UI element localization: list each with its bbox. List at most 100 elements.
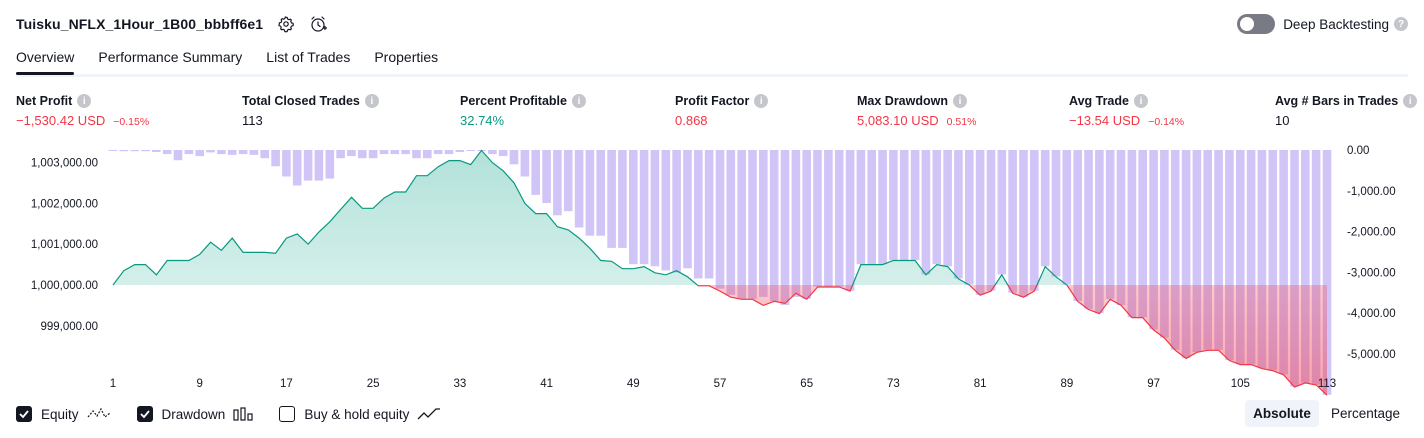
drawdown-bar <box>1030 150 1039 291</box>
metric-label: Net Profit <box>16 94 73 108</box>
x-axis-label: 97 <box>1147 378 1160 390</box>
metric-profit-factor: Profit Factor i 0.868 <box>675 92 769 128</box>
metric-label: Avg # Bars in Trades <box>1275 94 1399 108</box>
drawdown-bar <box>943 150 952 267</box>
drawdown-bar <box>162 150 172 155</box>
buy-hold-line-icon <box>417 407 441 421</box>
absolute-button[interactable]: Absolute <box>1245 400 1319 427</box>
metric-label: Avg Trade <box>1069 94 1129 108</box>
metric-label: Max Drawdown <box>857 94 948 108</box>
strategy-header: Tuisku_NFLX_1Hour_1B00_bbbff6e1 <box>16 12 328 36</box>
x-axis-label: 113 <box>1318 378 1336 390</box>
drawdown-bar <box>1084 150 1093 310</box>
drawdown-bar <box>1149 150 1158 330</box>
drawdown-bar <box>1105 150 1115 299</box>
drawdown-bar <box>195 150 204 157</box>
drawdown-bar <box>975 150 985 295</box>
drawdown-bar <box>325 150 335 179</box>
drawdown-bar <box>1214 150 1223 350</box>
drawdown-bar <box>759 150 768 297</box>
drawdown-bar <box>152 150 161 152</box>
drawdown-bar <box>867 150 876 265</box>
drawdown-bar <box>1203 150 1212 350</box>
info-icon[interactable]: i <box>953 94 967 108</box>
metric-value: −13.54 USD <box>1069 113 1141 128</box>
legend-drawdown[interactable]: Drawdown <box>136 406 254 422</box>
tab-properties[interactable]: Properties <box>374 49 439 65</box>
metric-value: 113 <box>242 113 263 128</box>
info-icon[interactable]: i <box>1133 94 1148 108</box>
x-axis-label: 33 <box>454 378 467 390</box>
metric-max-drawdown: Max Drawdown i 5,083.10 USD 0.51% <box>857 92 976 128</box>
settings-icon[interactable] <box>277 15 295 33</box>
x-axis-label: 89 <box>1061 378 1074 390</box>
drawdown-bar <box>444 150 454 155</box>
drawdown-bar <box>249 150 259 155</box>
drawdown-bar <box>455 150 465 152</box>
drawdown-bar <box>390 150 400 155</box>
drawdown-bar <box>238 150 248 155</box>
x-axis-label: 17 <box>280 378 293 390</box>
x-axis-label: 49 <box>627 378 640 390</box>
drawdown-bar <box>466 150 475 151</box>
info-icon[interactable]: i <box>364 94 379 108</box>
buy-hold-checkbox[interactable] <box>279 406 296 422</box>
info-icon[interactable]: i <box>754 94 769 108</box>
drawdown-bar <box>585 150 595 236</box>
percentage-button[interactable]: Percentage <box>1330 406 1400 421</box>
drawdown-bar <box>1116 150 1126 305</box>
toggle-knob <box>1240 17 1255 31</box>
metric-value: 0.868 <box>675 113 708 128</box>
drawdown-bar <box>704 150 714 279</box>
drawdown-bar <box>173 150 183 161</box>
tab-list-of-trades[interactable]: List of Trades <box>266 49 351 65</box>
drawdown-bar <box>954 150 963 279</box>
x-axis-label: 1 <box>110 378 116 390</box>
drawdown-bar <box>130 150 139 152</box>
drawdown-bar <box>531 150 540 195</box>
legend-equity[interactable]: Equity <box>16 406 111 422</box>
x-axis-label: 73 <box>887 378 900 390</box>
tab-performance-summary[interactable]: Performance Summary <box>98 49 243 65</box>
right-axis-label: -3,000.00 <box>1347 267 1396 279</box>
drawdown-bar <box>520 150 530 177</box>
info-icon[interactable]: i <box>1403 94 1418 108</box>
drawdown-bar <box>639 150 649 265</box>
metric-value: 32.74% <box>460 113 505 128</box>
help-icon[interactable]: ? <box>1394 17 1408 31</box>
left-axis-label: 1,000,000.00 <box>31 280 98 292</box>
legend-label: Equity <box>41 406 79 422</box>
metric-sub: −0.15% <box>113 116 150 128</box>
drawdown-bar <box>802 150 811 299</box>
drawdown-bar <box>336 150 345 159</box>
add-alert-icon[interactable] <box>309 15 328 33</box>
metric-total-closed-trades: Total Closed Trades i 113 <box>242 92 379 128</box>
drawdown-bar <box>878 150 887 265</box>
drawdown-bar <box>694 150 703 279</box>
drawdown-bar <box>1225 150 1234 361</box>
info-icon[interactable]: i <box>571 94 586 108</box>
equity-chart[interactable]: 1,003,000.00 1,002,000.00 1,001,000.00 1,00… <box>0 140 1424 396</box>
drawdown-bar <box>1290 150 1299 387</box>
drawdown-bar <box>856 150 866 265</box>
metric-percent-profitable: Percent Profitable i 32.74% <box>460 92 586 128</box>
legend-label: Drawdown <box>161 406 226 422</box>
tab-overview[interactable]: Overview <box>16 46 75 75</box>
left-axis-label: 1,002,000.00 <box>31 198 98 210</box>
drawdown-bar <box>899 150 909 261</box>
drawdown-bar <box>498 150 508 157</box>
x-axis-label: 65 <box>800 378 813 390</box>
equity-line-loss <box>113 285 1328 396</box>
drawdown-checkbox[interactable] <box>136 406 153 422</box>
drawdown-bar <box>780 150 790 305</box>
info-icon[interactable]: i <box>77 94 92 108</box>
drawdown-bar <box>542 150 551 203</box>
drawdown-bar <box>141 150 150 152</box>
legend-buy-hold[interactable]: Buy & hold equity <box>279 406 441 422</box>
drawdown-bar <box>119 150 129 152</box>
drawdown-bar <box>271 150 280 167</box>
equity-checkbox[interactable] <box>16 406 32 422</box>
drawdown-bar <box>1051 150 1061 277</box>
drawdown-bar <box>769 150 779 301</box>
deep-backtesting-toggle[interactable] <box>1237 14 1276 34</box>
